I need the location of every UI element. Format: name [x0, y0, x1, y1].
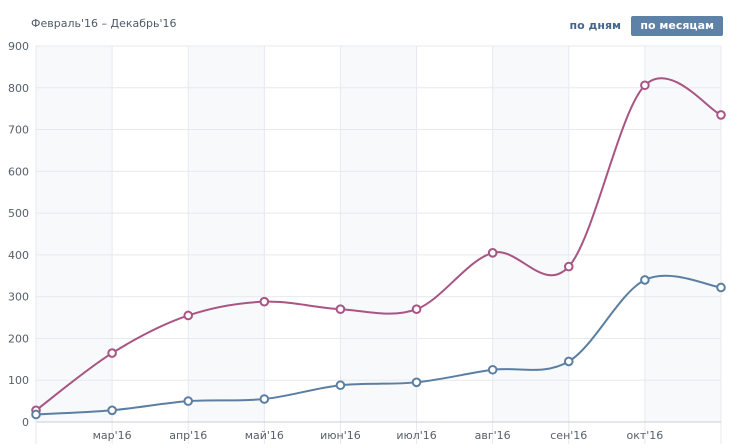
plot-band [492, 46, 569, 422]
data-point [107, 348, 117, 358]
period-label: Февраль'16 – Декабрь'16 [31, 17, 177, 30]
y-tick-label: 0 [22, 416, 29, 429]
x-tick-label: июл'16 [396, 429, 436, 442]
data-point [411, 304, 422, 315]
y-axis: 0 100 200 300 400 500 600 700 800 900 [8, 40, 29, 429]
x-tick-label: мар'16 [93, 429, 132, 442]
series-line [35, 274, 722, 416]
y-tick-label: 900 [8, 40, 29, 53]
series-total [31, 77, 726, 416]
plot-bands [36, 46, 721, 422]
data-point [487, 248, 498, 258]
data-point [640, 275, 650, 285]
data-point [487, 364, 498, 375]
y-tick-label: 100 [8, 374, 29, 387]
y-tick-label: 300 [8, 291, 29, 304]
plot-band [340, 46, 417, 422]
by-days-button[interactable]: по дням [569, 19, 621, 32]
y-tick-label: 200 [8, 332, 29, 345]
data-point [31, 409, 41, 420]
x-tick-label: окт'16 [626, 429, 663, 442]
y-tick-label: 600 [8, 165, 29, 178]
x-tick-label: июн'16 [320, 429, 361, 442]
x-tick-label: апр'16 [169, 429, 207, 442]
data-point [335, 380, 346, 391]
series-unique [31, 274, 726, 420]
data-point [716, 110, 726, 120]
data-point [640, 80, 650, 91]
y-tick-label: 400 [8, 249, 29, 262]
data-point [563, 261, 574, 272]
data-point [107, 405, 117, 416]
y-tick-label: 700 [8, 124, 29, 137]
plot-band [188, 46, 265, 422]
data-point [335, 304, 346, 315]
x-tick-label: май'16 [245, 429, 284, 442]
data-point [259, 394, 270, 404]
data-point [183, 396, 194, 406]
data-point [183, 310, 194, 321]
y-tick-label: 500 [8, 207, 29, 220]
by-months-button[interactable]: по месяцам [631, 16, 723, 36]
x-axis: мар'16 апр'16 май'16 июн'16 июл'16 авг'16 сен'… [93, 429, 664, 442]
x-tick-label: авг'16 [475, 429, 511, 442]
plot-band [644, 46, 721, 422]
x-tick-label: сен'16 [550, 429, 587, 442]
chart-header: Февраль'16 – Декабрь'16 по дням по месяц… [0, 0, 753, 44]
data-point [259, 296, 270, 307]
data-point [411, 377, 422, 388]
plot-band [36, 46, 113, 422]
data-point [716, 282, 726, 293]
data-point [563, 356, 574, 367]
y-tick-label: 800 [8, 82, 29, 95]
